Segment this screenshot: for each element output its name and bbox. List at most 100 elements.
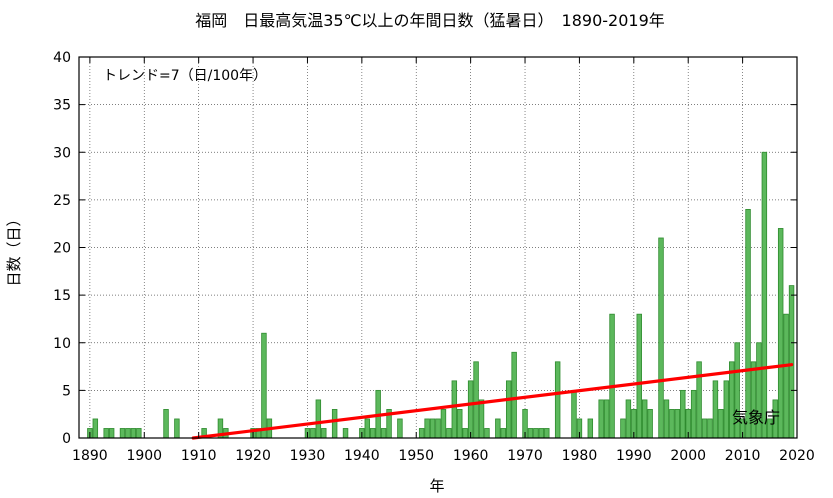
bar [315,399,322,439]
x-tick-labels: 1890 1900 1910 1920 1930 1940 1950 1960 1970 1980… [72,448,815,464]
y-tick-label: 15 [53,288,71,304]
bar [108,428,115,439]
bar [609,313,615,439]
bar [331,409,338,439]
bar [658,237,664,439]
bar [533,428,539,439]
y-tick-label: 0 [62,431,71,447]
bar [478,399,485,439]
bar [473,361,479,439]
x-tick-label: 1970 [507,448,543,464]
bar [364,418,371,439]
bar [723,380,730,439]
source-label: 気象庁 [732,408,780,427]
bar [587,418,594,439]
bar [669,409,675,439]
bar [620,418,626,439]
bar [696,361,702,439]
y-tick-label: 10 [53,336,71,352]
bar [310,428,316,439]
x-tick-label: 2000 [670,448,706,464]
bar [92,418,99,439]
bar [418,428,425,439]
bar [163,409,169,439]
bar [505,380,512,439]
bar [641,399,648,439]
y-tick-label: 40 [53,50,71,66]
bar [429,418,436,439]
x-tick-label: 2010 [725,448,761,464]
bar [707,418,713,439]
y-axis-label: 日数（日） [5,211,23,286]
bar [380,428,387,439]
y-tick-label: 20 [53,241,71,257]
y-tick-label: 5 [62,383,71,399]
y-tick-labels: 0 5 10 15 20 25 30 35 40 [53,50,71,447]
bar [527,428,534,439]
bar [598,399,604,439]
bar [718,409,724,439]
bar [625,399,632,439]
bar [538,428,545,439]
bar [435,418,441,439]
y-tick-label: 25 [53,193,71,209]
bar [495,418,501,439]
bar [424,418,430,439]
bar [451,380,458,439]
bar [544,428,550,439]
trend-annotation: トレンド=7（日/100年） [103,68,267,84]
bar [712,380,719,439]
x-tick-label: 1920 [235,448,271,464]
bar [136,428,142,439]
y-tick-label: 30 [53,145,71,161]
bar [647,409,653,439]
bar [500,428,506,439]
bar [674,409,681,439]
x-tick-label: 1930 [290,448,326,464]
bar [690,389,697,439]
y-tick-label: 35 [53,98,71,114]
bar [777,228,784,439]
bar [261,332,267,439]
bar [462,428,468,439]
bar [103,428,109,439]
bar [342,428,349,439]
bar [636,313,642,439]
bar [484,428,490,439]
bar [663,399,670,439]
bar [457,409,463,439]
tick-marks [79,56,798,439]
bar [446,428,452,439]
bar [571,389,577,439]
bar [680,389,686,439]
trend-line [191,363,794,440]
bar [321,428,327,439]
x-tick-label: 1990 [616,448,652,464]
grid-lines [79,57,797,438]
bar [761,151,768,439]
bar [125,428,131,439]
bar [370,428,376,439]
bar [397,418,403,439]
bar [130,428,137,439]
bar [788,285,795,439]
x-tick-label: 1910 [181,448,217,464]
x-tick-label: 2020 [779,448,815,464]
x-tick-label: 1960 [453,448,489,464]
bar [119,428,126,439]
bar [174,418,180,439]
x-tick-label: 1950 [398,448,434,464]
x-tick-label: 1980 [562,448,598,464]
bar [554,361,561,439]
bar [511,351,517,439]
chart-title: 福岡 日最高気温35℃以上の年間日数（猛暑日） 1890-2019年 [195,11,665,30]
bar [745,208,751,439]
plot-frame [78,56,798,439]
bar [440,409,447,439]
bar [603,399,610,439]
bar [467,380,474,439]
bar [783,313,789,439]
x-axis-label: 年 [429,477,444,495]
bar [701,418,708,439]
x-tick-label: 1940 [344,448,380,464]
